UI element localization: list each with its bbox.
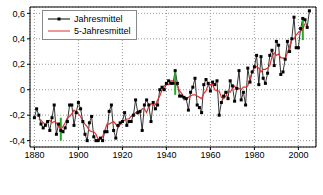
svg-text:1920: 1920: [112, 150, 132, 160]
svg-text:0,2: 0,2: [12, 59, 25, 69]
html-text:Jahresmittel: Jahresmittel: [74, 14, 123, 24]
svg-text:1940: 1940: [156, 150, 176, 160]
svg-text:0,4: 0,4: [12, 34, 25, 44]
svg-text:1880: 1880: [24, 150, 44, 160]
svg-text:0,6: 0,6: [12, 9, 25, 19]
svg-text:-0,4: -0,4: [9, 136, 25, 146]
svg-text:2000: 2000: [288, 150, 308, 160]
svg-text:0: 0: [20, 85, 25, 95]
svg-text:1900: 1900: [68, 150, 88, 160]
svg-text:1960: 1960: [200, 150, 220, 160]
html-text:5-Jahresmittel: 5-Jahresmittel: [74, 26, 131, 36]
svg-text:1980: 1980: [244, 150, 264, 160]
svg-text:-0,2: -0,2: [9, 110, 25, 120]
